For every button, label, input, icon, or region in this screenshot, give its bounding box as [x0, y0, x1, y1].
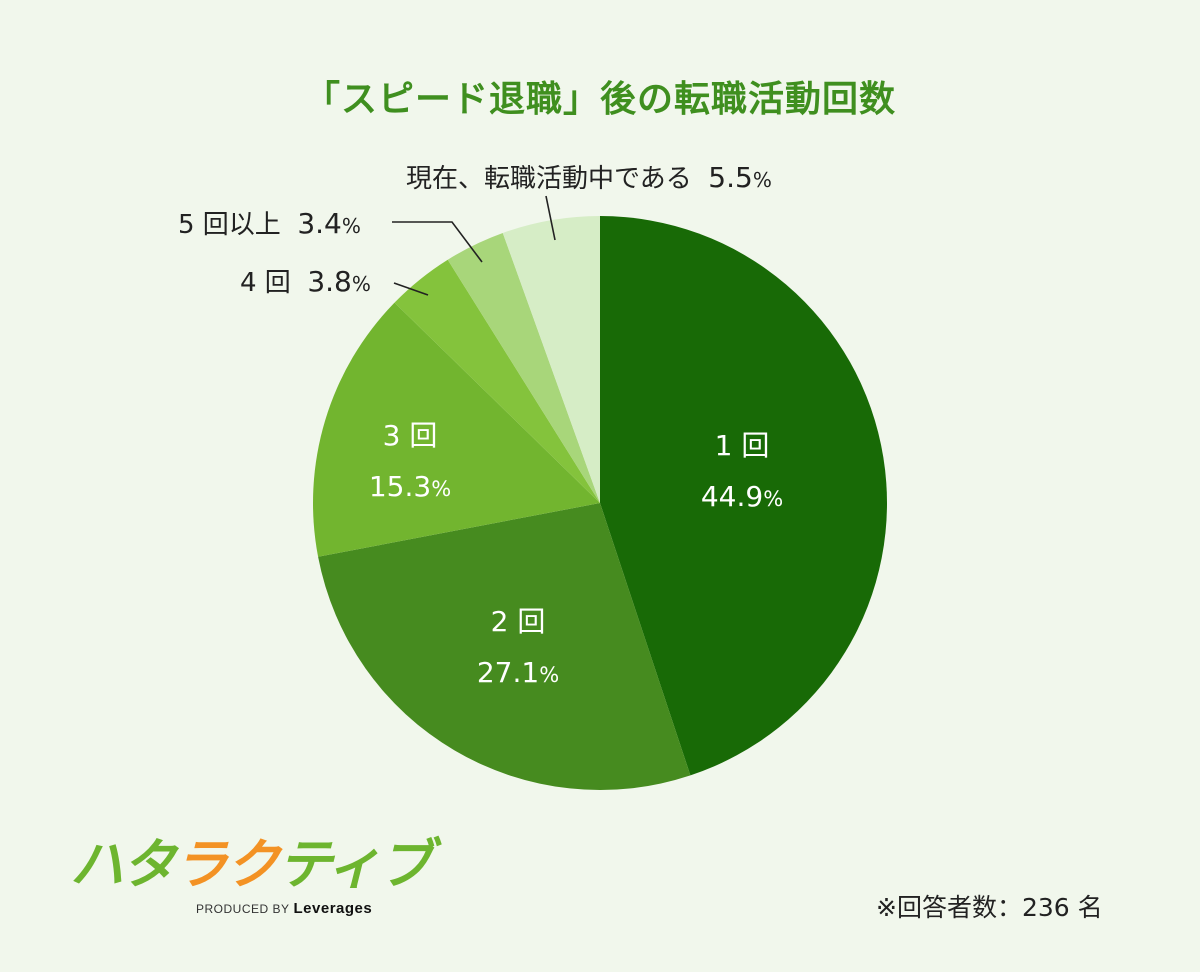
pie-slice-4: [394, 259, 600, 503]
slice-label-2: 2 回 27.1%: [476, 605, 560, 689]
pie-slice-6: [502, 216, 600, 503]
slice-label-6: 現在、転職活動中である 5.5%: [406, 161, 772, 194]
slice-label-4: 4 回 3.8%: [240, 265, 371, 298]
pie-slice-3: [313, 302, 600, 557]
slice-label-3: 3 回 15.3%: [368, 419, 452, 503]
slice-label-1: 1 回 44.9%: [700, 429, 784, 513]
produced-by-leverages: PRODUCED BY Leverages: [196, 900, 373, 917]
chart-title: 「スピード退職」後の転職活動回数: [303, 79, 896, 120]
hatarakutive-logo: ハタラクティブ: [70, 833, 433, 896]
slice-label-5: 5 回以上 3.4%: [178, 207, 361, 240]
pie-slice-1: [600, 216, 887, 776]
respondent-count-note: ※回答者数：236 名: [876, 893, 1103, 922]
pie-slice-5: [447, 232, 600, 503]
pie-slice-2: [318, 503, 691, 790]
leader-lines: [392, 195, 556, 296]
